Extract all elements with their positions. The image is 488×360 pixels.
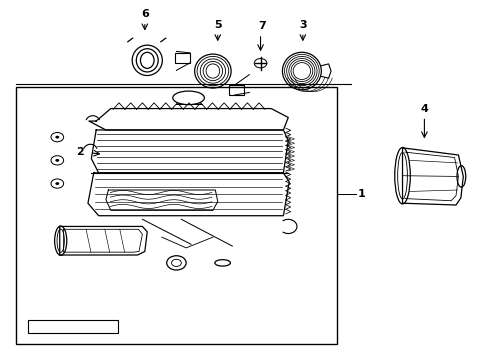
Text: 6: 6: [141, 9, 148, 19]
Text: 4: 4: [420, 104, 427, 114]
Bar: [16, 87, 336, 344]
Text: 1: 1: [357, 189, 365, 199]
Bar: [228, 85, 243, 95]
Circle shape: [55, 182, 59, 185]
Text: 7: 7: [258, 21, 266, 31]
Text: 5: 5: [214, 20, 221, 30]
Text: 2: 2: [76, 147, 84, 157]
Bar: [175, 53, 190, 63]
Circle shape: [55, 136, 59, 139]
Text: 3: 3: [299, 20, 306, 30]
Bar: [28, 320, 118, 333]
Circle shape: [55, 159, 59, 162]
